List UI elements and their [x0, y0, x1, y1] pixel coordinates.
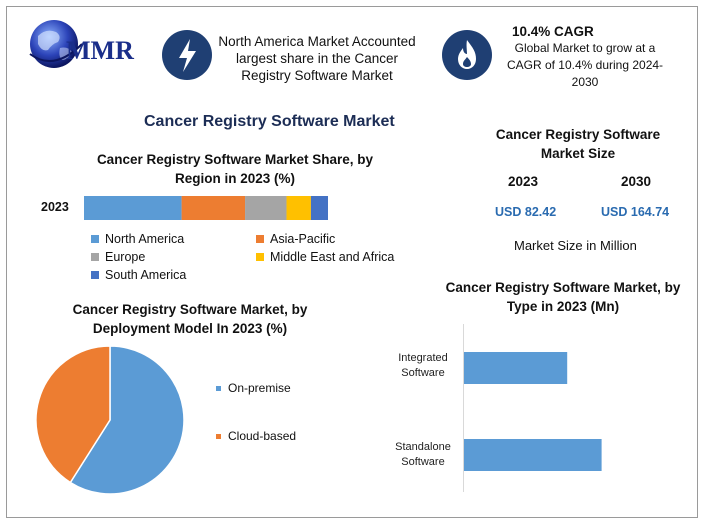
market-size-value-2030: USD 164.74 [601, 205, 670, 219]
region-bar-segment-north-america [84, 196, 182, 220]
region-bar-segment-south-america [310, 196, 328, 220]
market-size-unit-note: Market Size in Million [514, 238, 637, 253]
legend-europe: Europe [91, 250, 145, 264]
legend-swatch [91, 253, 99, 261]
main-title: Cancer Registry Software Market [144, 113, 395, 130]
market-size-title: Cancer Registry Software Market Size [495, 127, 661, 161]
deployment-chart-title: Cancer Registry Software Market, by Depl… [72, 302, 308, 336]
brand-logo: MMR [26, 14, 146, 76]
flame-icon [442, 30, 492, 80]
legend-swatch [216, 385, 221, 391]
legend-swatch [91, 271, 99, 279]
region-bar-segment-asia-pacific [181, 196, 246, 220]
legend-mea: Middle East and Africa [256, 250, 394, 264]
legend-swatch [216, 433, 221, 439]
type-category-standalone: Standalone Software [395, 441, 451, 468]
legend-cloud-based: Cloud-based [216, 429, 296, 443]
pie-slice-on-premise [69, 345, 185, 495]
cagr-title: 10.4% CAGR [512, 24, 594, 39]
pie-slice-cloud-based [35, 345, 111, 484]
brand-name: MMR [66, 36, 134, 65]
legend-label: On-premise [228, 381, 291, 395]
legend-label: North America [105, 232, 185, 246]
legend-south-america: South America [91, 268, 186, 282]
market-size-year-2030: 2030 [621, 174, 652, 189]
infographic-frame [6, 6, 698, 518]
region-bar-segment-europe [245, 196, 287, 220]
region-bar-segment-middle-east-and-africa [286, 196, 311, 220]
north-america-highlight: North America Market Accounted largest s… [218, 34, 416, 83]
legend-swatch [256, 235, 264, 243]
legend-swatch [256, 253, 264, 261]
type-bar-chart [464, 352, 602, 471]
type-chart-axis [463, 324, 464, 492]
region-chart-title: Cancer Registry Software Market Share, b… [96, 152, 374, 186]
legend-asia-pacific: Asia-Pacific [256, 232, 335, 246]
type-chart-title: Cancer Registry Software Market, by Type… [445, 280, 681, 314]
type-category-integrated: Integrated Software [398, 352, 448, 379]
legend-swatch [91, 235, 99, 243]
legend-north-america: North America [91, 232, 184, 246]
legend-label: Cloud-based [228, 429, 297, 443]
legend-label: Middle East and Africa [270, 250, 395, 264]
legend-label: Europe [105, 250, 146, 264]
legend-on-premise: On-premise [216, 381, 291, 395]
type-bar-integrated-software [464, 352, 568, 384]
globe-icon [29, 20, 83, 68]
lightning-icon [162, 30, 212, 80]
market-size-year-2023: 2023 [508, 174, 539, 189]
type-bar-standalone-software [464, 439, 602, 471]
legend-label: Asia-Pacific [270, 232, 336, 246]
legend-label: South America [105, 268, 187, 282]
market-size-value-2023: USD 82.42 [495, 205, 557, 219]
region-stacked-bar [84, 196, 328, 220]
deployment-pie-chart [35, 345, 185, 495]
region-year-label: 2023 [41, 200, 69, 214]
cagr-text: Global Market to grow at a CAGR of 10.4%… [506, 41, 664, 89]
